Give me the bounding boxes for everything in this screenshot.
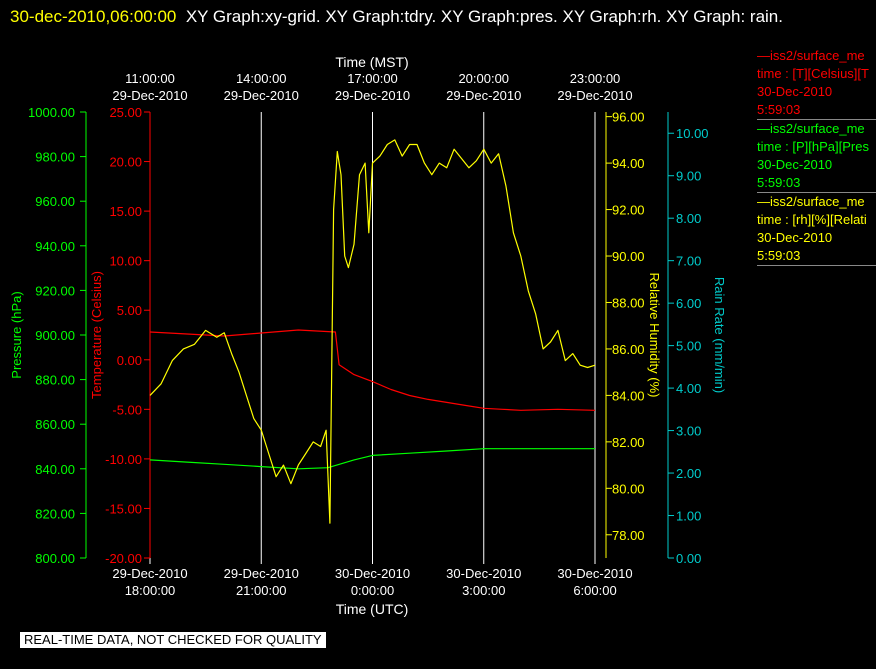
temperature-tick-label: 0.00 <box>117 353 142 368</box>
pressure-tick-label: 1000.00 <box>28 105 75 120</box>
humidity-tick-label: 80.00 <box>612 481 645 496</box>
bottom-tick-time: 18:00:00 <box>125 583 176 598</box>
rain-tick-label: 2.00 <box>676 466 701 481</box>
legend-entry-line1: —iss2/surface_me <box>757 48 865 63</box>
humidity-tick-label: 84.00 <box>612 388 645 403</box>
pressure-tick-label: 840.00 <box>35 462 75 477</box>
legend-entry-line1: —iss2/surface_me <box>757 194 865 209</box>
rain-tick-label: 7.00 <box>676 254 701 269</box>
legend-entry-line2: time : [P][hPa][Pres <box>757 139 869 154</box>
top-tick-date: 29-Dec-2010 <box>335 88 410 103</box>
humidity-tick-label: 82.00 <box>612 435 645 450</box>
top-tick-date: 29-Dec-2010 <box>446 88 521 103</box>
pressure-series-line <box>149 448 595 470</box>
top-tick-time: 23:00:00 <box>570 71 621 86</box>
temperature-tick-label: 10.00 <box>109 254 142 269</box>
temperature-tick-label: 20.00 <box>109 155 142 170</box>
legend-entry-date: 30-Dec-2010 <box>757 230 833 245</box>
pressure-tick-label: 960.00 <box>35 194 75 209</box>
legend-entry-time: 5:59:03 <box>757 175 801 190</box>
top-tick-date: 29-Dec-2010 <box>557 88 632 103</box>
legend-entry-date: 30-Dec-2010 <box>757 84 833 99</box>
top-tick-date: 29-Dec-2010 <box>224 88 299 103</box>
legend-entry-line2: time : [rh][%][Relati <box>757 212 867 227</box>
pressure-tick-label: 980.00 <box>35 150 75 165</box>
bottom-tick-date: 29-Dec-2010 <box>224 566 299 581</box>
pressure-tick-label: 880.00 <box>35 373 75 388</box>
bottom-tick-date: 30-Dec-2010 <box>335 566 410 581</box>
temperature-tick-label: -15.00 <box>105 501 142 516</box>
top-tick-time: 17:00:00 <box>347 71 398 86</box>
rain-tick-label: 0.00 <box>676 551 701 566</box>
bottom-axis-label: Time (UTC) <box>336 601 409 617</box>
rain-tick-label: 4.00 <box>676 381 701 396</box>
temperature-tick-label: -20.00 <box>105 551 142 566</box>
legend-entry-line2: time : [T][Celsius][T <box>757 66 869 81</box>
legend: —iss2/surface_me time : [T][Celsius][T 3… <box>757 47 876 266</box>
bottom-tick-date: 29-Dec-2010 <box>112 566 187 581</box>
rain-tick-label: 5.00 <box>676 339 701 354</box>
bottom-tick-time: 21:00:00 <box>236 583 287 598</box>
temperature-tick-label: 5.00 <box>117 303 142 318</box>
top-tick-time: 14:00:00 <box>236 71 287 86</box>
humidity-tick-label: 92.00 <box>612 203 645 218</box>
humidity-tick-label: 94.00 <box>612 156 645 171</box>
humidity-axis-label: Relative Humidity (%) <box>647 273 662 398</box>
bottom-tick-time: 6:00:00 <box>573 583 616 598</box>
humidity-series-line <box>149 139 596 524</box>
top-tick-time: 20:00:00 <box>458 71 509 86</box>
bottom-tick-time: 0:00:00 <box>351 583 394 598</box>
humidity-tick-label: 90.00 <box>612 249 645 264</box>
temperature-axis-label: Temperature (Celsius) <box>89 271 104 399</box>
pressure-tick-label: 920.00 <box>35 283 75 298</box>
top-axis-label: Time (MST) <box>335 54 408 70</box>
top-tick-date: 29-Dec-2010 <box>112 88 187 103</box>
bottom-tick-date: 30-Dec-2010 <box>446 566 521 581</box>
rain-tick-label: 8.00 <box>676 211 701 226</box>
humidity-tick-label: 86.00 <box>612 342 645 357</box>
rain-tick-label: 3.00 <box>676 424 701 439</box>
temperature-tick-label: 15.00 <box>109 204 142 219</box>
rain-axis-label: Rain Rate (mm/min) <box>712 277 727 393</box>
top-tick-time: 11:00:00 <box>125 71 175 86</box>
legend-entry-time: 5:59:03 <box>757 102 801 117</box>
legend-entry-date: 30-Dec-2010 <box>757 157 833 172</box>
rain-tick-label: 9.00 <box>676 169 701 184</box>
temperature-tick-label: 25.00 <box>109 105 142 120</box>
humidity-tick-label: 96.00 <box>612 110 645 125</box>
title-graph-list: XY Graph:xy-grid. XY Graph:tdry. XY Grap… <box>185 7 783 26</box>
pressure-axis-label: Pressure (hPa) <box>9 291 24 378</box>
rain-tick-label: 1.00 <box>676 509 701 524</box>
humidity-tick-label: 78.00 <box>612 528 645 543</box>
rain-tick-label: 10.00 <box>676 126 709 141</box>
legend-entry-time: 5:59:03 <box>757 248 801 263</box>
bottom-tick-time: 3:00:00 <box>462 583 505 598</box>
chart-title: 30-dec-2010,06:00:00 XY Graph:xy-grid. X… <box>10 3 860 30</box>
pressure-tick-label: 800.00 <box>35 551 75 566</box>
rain-tick-label: 6.00 <box>676 296 701 311</box>
bottom-tick-date: 30-Dec-2010 <box>557 566 632 581</box>
temperature-series-line <box>149 329 596 411</box>
pressure-tick-label: 940.00 <box>35 239 75 254</box>
pressure-tick-label: 900.00 <box>35 328 75 343</box>
legend-entry-pressure: —iss2/surface_me time : [P][hPa][Pres 30… <box>757 120 876 193</box>
temperature-tick-label: -10.00 <box>105 452 142 467</box>
legend-entry-temperature: —iss2/surface_me time : [T][Celsius][T 3… <box>757 47 876 120</box>
temperature-tick-label: -5.00 <box>112 402 142 417</box>
pressure-tick-label: 860.00 <box>35 417 75 432</box>
legend-entry-humidity: —iss2/surface_me time : [rh][%][Relati 3… <box>757 193 876 266</box>
qc-warning-banner: REAL-TIME DATA, NOT CHECKED FOR QUALITY <box>20 632 326 648</box>
title-timestamp: 30-dec-2010,06:00:00 <box>10 7 177 26</box>
legend-entry-line1: —iss2/surface_me <box>757 121 865 136</box>
pressure-tick-label: 820.00 <box>35 506 75 521</box>
humidity-tick-label: 88.00 <box>612 295 645 310</box>
